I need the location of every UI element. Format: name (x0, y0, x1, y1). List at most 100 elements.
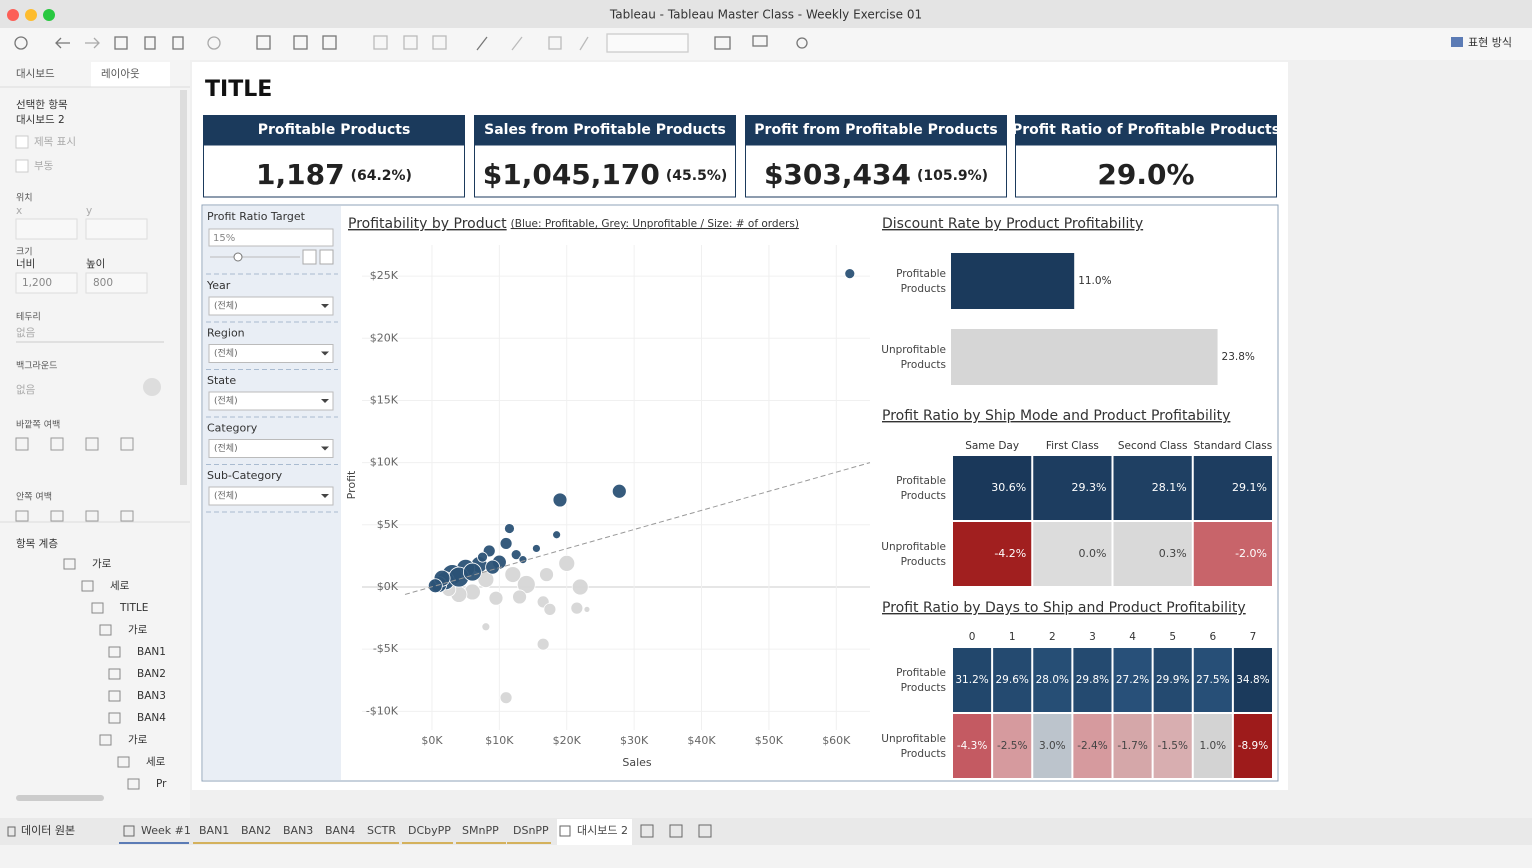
checkbox[interactable] (15, 135, 29, 149)
duplicate-icon[interactable] (293, 35, 308, 50)
kpi-header (474, 115, 736, 145)
back-icon[interactable] (55, 37, 70, 49)
scatter-point (532, 544, 541, 553)
padding-icon[interactable] (50, 437, 64, 451)
kpi-note: (64.2%) (351, 168, 412, 184)
sort-desc-icon[interactable] (432, 35, 447, 50)
padding-icon[interactable] (15, 437, 29, 451)
sheet-tab: BAN4 (325, 824, 355, 837)
scatter-point (570, 601, 584, 615)
x-axis-label: Sales (622, 756, 652, 769)
tree-item: BAN2 (137, 668, 166, 680)
padding-icon[interactable] (50, 510, 64, 522)
padding-icon[interactable] (85, 510, 99, 522)
padding-icon[interactable] (120, 437, 134, 451)
heatmap-cell (1193, 456, 1272, 520)
highlight-icon[interactable] (476, 36, 488, 51)
pause-icon[interactable] (172, 36, 184, 50)
bar-label: 11.0% (1078, 275, 1111, 287)
new-source-icon[interactable] (144, 36, 156, 50)
heatmap-cell (1113, 714, 1152, 778)
input-box[interactable] (85, 218, 148, 240)
data-source-icon[interactable] (7, 826, 16, 837)
save-icon[interactable] (114, 36, 128, 50)
show-me-icon-right[interactable] (1451, 37, 1463, 47)
tree-icon (108, 646, 121, 658)
x-tick-label: $60K (822, 734, 851, 747)
filter-dropdown[interactable] (208, 486, 334, 506)
heatmap-cell (1113, 522, 1192, 586)
column-header: 2 (1049, 631, 1056, 643)
checkbox-label: 제목 표시 (34, 136, 76, 148)
zoom-button[interactable] (43, 9, 55, 21)
chart-title: Discount Rate by Product Profitability (882, 216, 1143, 232)
tree-icon (99, 734, 112, 746)
new-sheet-button[interactable] (640, 824, 654, 838)
filter-input[interactable] (208, 228, 334, 247)
sheet-tab: SMnPP (462, 824, 499, 837)
input-box[interactable] (15, 218, 78, 240)
close-button[interactable] (7, 9, 19, 21)
forward-icon[interactable] (85, 37, 100, 49)
show-me-icon[interactable] (714, 36, 731, 50)
show-me-label[interactable]: 표현 방식 (1468, 36, 1512, 49)
column-header: 3 (1089, 631, 1096, 643)
tree-icon (108, 690, 121, 702)
share-icon[interactable] (796, 37, 808, 49)
sheet-tab: SCTR (367, 824, 396, 837)
step-right[interactable] (319, 249, 334, 265)
heatmap-cell (1193, 714, 1232, 778)
filter-label: Region (207, 327, 245, 340)
row-label: Unprofitable Products (881, 733, 946, 760)
input-value: 1,200 (22, 277, 52, 289)
kpi-number: $1,045,170 (483, 158, 660, 191)
filter-dropdown[interactable] (208, 439, 334, 458)
sort-asc-icon[interactable] (403, 35, 418, 50)
fit-dropdown[interactable] (606, 33, 689, 53)
sheet-tab: DCbyPP (408, 824, 451, 837)
clear-icon[interactable] (322, 35, 337, 50)
tree-icon (117, 756, 130, 768)
sheet-tab-bar (0, 818, 1532, 845)
step-left[interactable] (302, 249, 317, 265)
minimize-button[interactable] (25, 9, 37, 21)
group-icon[interactable] (511, 36, 523, 51)
tree-item: Pr (156, 778, 167, 790)
tree-icon (99, 624, 112, 636)
color-swatch[interactable] (143, 378, 161, 396)
pin-icon[interactable] (579, 36, 589, 51)
input-box[interactable] (15, 272, 78, 294)
input-box[interactable] (85, 272, 148, 294)
value: 없음 (16, 383, 36, 396)
kpi-number: 29.0% (1097, 158, 1194, 191)
cell-label: 1.0% (1199, 740, 1226, 752)
presentation-icon[interactable] (752, 35, 768, 47)
scatter-point (510, 549, 522, 561)
label: 선택한 항목 (16, 99, 68, 111)
dropdown-arrow (321, 304, 329, 308)
status-bar (0, 845, 1532, 868)
heatmap-cell (1153, 648, 1192, 712)
tableau-icon[interactable] (14, 36, 28, 50)
swap-icon[interactable] (373, 35, 388, 50)
row-label: Profitable Products (896, 475, 946, 502)
active-tab[interactable] (91, 62, 170, 87)
refresh-icon[interactable] (207, 36, 221, 50)
padding-icon[interactable] (85, 437, 99, 451)
kpi-title: Profit from Profitable Products (754, 122, 997, 138)
new-sheet-button[interactable] (669, 824, 683, 838)
filter-dropdown[interactable] (208, 391, 334, 411)
filter-dropdown[interactable] (208, 344, 334, 363)
new-sheet-button[interactable] (698, 824, 712, 838)
new-sheet-icon[interactable] (256, 35, 271, 50)
filter-label: Year (206, 279, 231, 292)
slider-thumb[interactable] (233, 252, 243, 262)
padding-icon[interactable] (120, 510, 134, 522)
dropdown-arrow (321, 494, 329, 498)
label-icon[interactable] (548, 36, 562, 50)
kpi-note: (45.5%) (666, 168, 727, 184)
padding-icon[interactable] (15, 510, 29, 522)
checkbox[interactable] (15, 159, 29, 173)
filter-dropdown[interactable] (208, 296, 334, 316)
